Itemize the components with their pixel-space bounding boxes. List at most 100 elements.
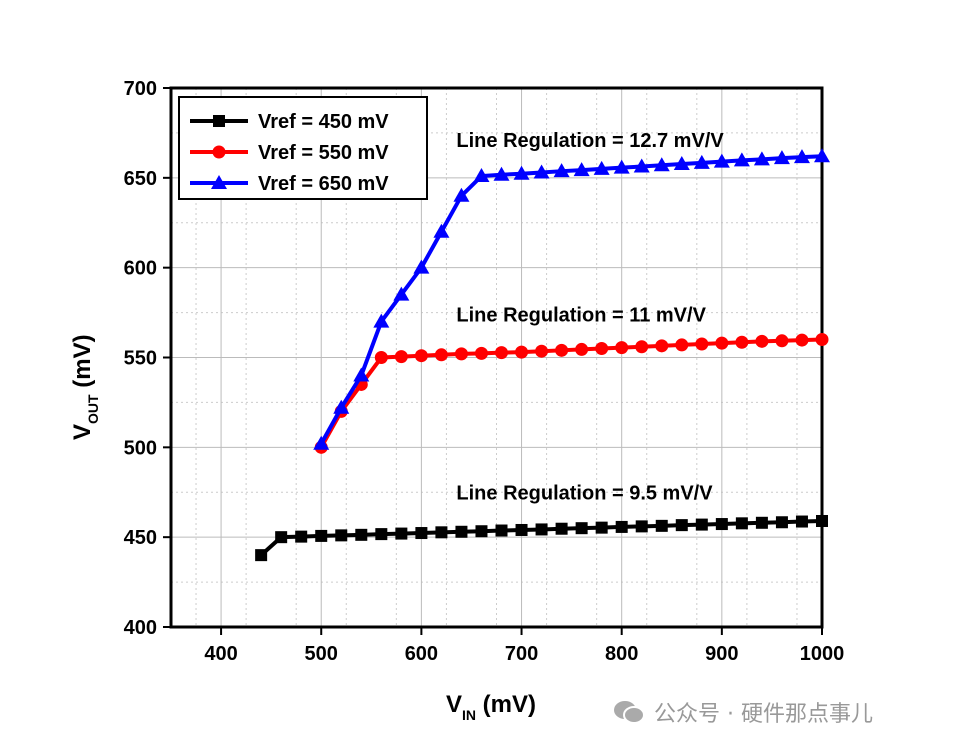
triangle-marker [211,175,227,189]
annotation: Line Regulation = 12.7 mV/V [456,130,724,152]
circle-marker [655,339,669,353]
square-marker [275,531,288,544]
triangle-marker [533,164,550,179]
square-marker [615,520,628,533]
legend-label: Vref = 650 mV [258,173,389,195]
triangle-marker [713,153,730,168]
square-marker [455,525,468,538]
square-marker [435,526,448,539]
legend-label: Vref = 550 mV [258,142,389,164]
triangle-marker [513,165,530,180]
circle-marker [414,349,428,363]
y-axis-label: VOUT (mV) [69,334,101,440]
triangle-marker [773,150,790,165]
circle-marker [575,342,589,356]
square-marker [555,522,568,535]
y-tick-label: 400 [124,617,157,639]
triangle-marker [393,286,410,301]
annotation: Line Regulation = 11 mV/V [456,304,706,326]
square-marker [715,518,728,531]
circle-marker [515,345,529,359]
y-tick-label: 650 [124,168,157,190]
y-tick-label: 550 [124,348,157,370]
square-marker [795,515,808,528]
circle-marker [755,334,769,348]
triangle-marker [493,166,510,181]
square-marker [515,523,528,536]
y-tick-label: 450 [124,527,157,549]
circle-marker [675,338,689,352]
square-marker [695,518,708,531]
circle-marker [715,336,729,350]
wechat-icon [614,701,645,724]
triangle-marker [473,168,490,183]
square-marker [735,517,748,530]
square-marker [755,516,768,529]
y-tick-label: 600 [124,258,157,280]
square-marker [575,522,588,535]
square-marker [335,529,348,542]
square-marker [255,549,268,562]
plot-frame [169,86,824,629]
triangle-marker [313,435,330,450]
square-marker [415,527,428,540]
legend-label: Vref = 450 mV [258,111,389,133]
circle-marker [555,343,569,357]
x-axis-label: VIN (mV) [446,691,536,723]
square-marker [395,527,408,540]
triangle-marker [433,223,450,238]
watermark-text: 公众号 · 硬件那点事儿 [654,702,873,727]
triangle-marker [593,160,610,175]
triangle-marker [353,367,370,382]
circle-marker [394,350,408,364]
annotation: Line Regulation = 9.5 mV/V [456,482,713,504]
circle-marker [495,346,509,360]
x-tick-label: 1000 [800,643,845,665]
circle-marker [212,145,226,159]
circle-marker [374,351,388,364]
circle-marker [615,341,629,355]
y-tick-label: 700 [124,78,157,100]
square-marker [295,530,308,543]
triangle-marker [373,313,390,328]
square-marker [535,523,548,536]
x-tick-label: 800 [605,643,638,665]
x-tick-label: 700 [505,643,538,665]
circle-marker [595,342,609,356]
square-marker [655,519,668,532]
x-tick-label: 500 [305,643,338,665]
x-tick-label: 400 [204,643,237,665]
circle-marker [635,340,649,354]
square-marker [475,525,488,538]
circle-marker [735,335,749,349]
square-marker [355,528,368,541]
triangle-marker [653,157,670,172]
triangle-marker [333,399,350,414]
circle-marker [695,337,709,351]
triangle-marker [613,159,630,174]
square-marker [635,520,648,533]
triangle-marker [814,148,830,163]
circle-marker [454,347,468,361]
triangle-marker [413,259,430,274]
square-marker [675,519,688,532]
circle-marker [795,333,809,347]
square-marker [775,516,788,529]
y-tick-label: 500 [124,437,157,459]
triangle-marker [693,154,710,169]
triangle-marker [633,158,650,173]
square-marker [495,524,508,537]
watermark: 公众号 · 硬件那点事儿 [612,696,873,728]
square-marker [213,115,225,127]
triangle-marker [733,152,750,167]
x-tick-label: 600 [405,643,438,665]
triangle-marker [573,162,590,177]
circle-marker [815,333,829,347]
triangle-marker [673,155,690,170]
square-marker [595,521,608,534]
square-marker [315,529,328,542]
square-marker [375,528,388,541]
square-marker [816,514,828,527]
circle-marker [775,334,789,348]
